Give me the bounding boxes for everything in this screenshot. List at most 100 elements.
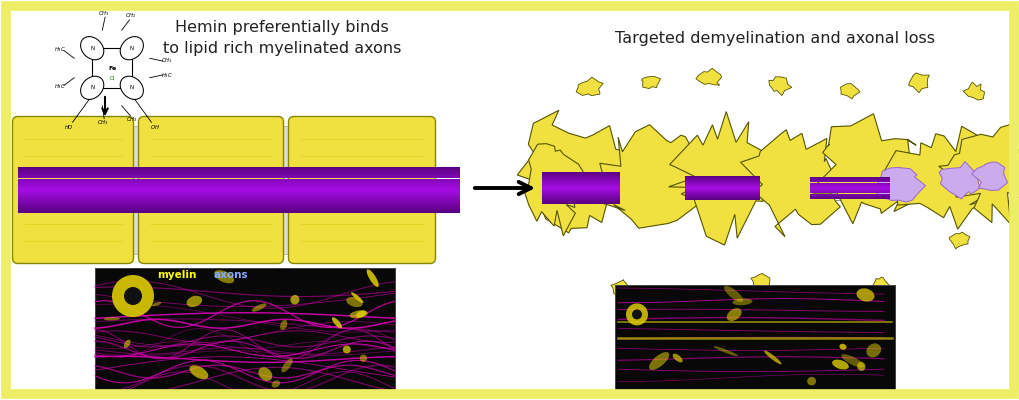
Polygon shape <box>971 162 1007 190</box>
Polygon shape <box>641 76 660 88</box>
Bar <box>541 198 620 199</box>
Ellipse shape <box>214 270 234 283</box>
Text: N: N <box>129 46 133 51</box>
Ellipse shape <box>258 367 272 381</box>
Bar <box>541 188 620 189</box>
Polygon shape <box>840 84 859 99</box>
Bar <box>18 190 460 191</box>
Ellipse shape <box>186 296 202 307</box>
Bar <box>18 206 460 207</box>
Bar <box>18 202 460 203</box>
Ellipse shape <box>280 320 287 330</box>
Text: $H_3C$: $H_3C$ <box>161 72 172 80</box>
Bar <box>541 187 620 188</box>
Bar <box>18 180 460 181</box>
Bar <box>18 203 460 204</box>
Polygon shape <box>740 130 840 237</box>
Bar <box>541 193 620 194</box>
Bar <box>18 200 460 201</box>
Bar <box>18 205 460 206</box>
Text: $OH$: $OH$ <box>150 123 160 131</box>
Bar <box>18 193 460 194</box>
Polygon shape <box>812 114 930 224</box>
Bar <box>541 182 620 183</box>
Bar <box>18 185 460 186</box>
Ellipse shape <box>331 317 341 328</box>
Ellipse shape <box>839 344 846 350</box>
Ellipse shape <box>360 354 367 362</box>
Ellipse shape <box>190 365 208 379</box>
Bar <box>18 171 460 172</box>
Bar <box>541 185 620 186</box>
Text: axons: axons <box>213 270 248 280</box>
Bar <box>18 187 460 188</box>
Text: $CH_2$: $CH_2$ <box>124 12 137 20</box>
Polygon shape <box>610 280 627 296</box>
Bar <box>18 191 460 192</box>
Bar <box>541 197 620 198</box>
Bar <box>541 196 620 197</box>
Circle shape <box>632 310 641 319</box>
Bar <box>18 184 460 185</box>
FancyBboxPatch shape <box>288 116 435 264</box>
Ellipse shape <box>672 354 682 362</box>
Bar <box>614 285 894 390</box>
Bar <box>18 207 460 208</box>
Ellipse shape <box>120 76 144 99</box>
Bar <box>18 211 460 212</box>
Bar <box>18 167 460 168</box>
Ellipse shape <box>271 380 280 388</box>
Bar <box>541 192 620 193</box>
Bar <box>18 208 460 209</box>
Polygon shape <box>938 162 979 199</box>
Polygon shape <box>667 112 772 245</box>
Ellipse shape <box>350 310 368 318</box>
Text: N: N <box>129 85 133 90</box>
Polygon shape <box>585 125 717 228</box>
Polygon shape <box>576 77 602 96</box>
Polygon shape <box>517 110 628 233</box>
Ellipse shape <box>152 302 161 306</box>
Polygon shape <box>517 144 586 236</box>
Bar <box>18 170 460 171</box>
Bar <box>541 177 620 178</box>
Bar <box>541 175 620 176</box>
Ellipse shape <box>81 37 104 60</box>
Bar <box>541 173 620 174</box>
Bar <box>18 177 460 178</box>
Text: $H_3C$: $H_3C$ <box>54 82 66 91</box>
Ellipse shape <box>841 354 863 368</box>
FancyBboxPatch shape <box>12 116 133 264</box>
Bar <box>18 197 460 198</box>
Bar <box>541 201 620 202</box>
Circle shape <box>124 287 142 305</box>
Bar <box>541 181 620 182</box>
Ellipse shape <box>763 350 781 364</box>
Ellipse shape <box>252 303 266 312</box>
Bar <box>18 169 460 170</box>
Ellipse shape <box>856 362 864 371</box>
Bar <box>278 126 293 254</box>
Text: Hemin preferentially binds
to lipid rich myelinated axons: Hemin preferentially binds to lipid rich… <box>163 20 400 56</box>
Ellipse shape <box>104 317 120 320</box>
Bar <box>18 209 460 210</box>
Bar <box>18 199 460 200</box>
Bar <box>18 204 460 205</box>
Ellipse shape <box>120 37 144 60</box>
Bar <box>18 201 460 202</box>
Bar <box>541 180 620 181</box>
Bar <box>541 200 620 201</box>
Ellipse shape <box>732 298 752 305</box>
Bar <box>541 183 620 184</box>
Bar <box>541 186 620 187</box>
Ellipse shape <box>713 346 738 356</box>
Bar <box>18 182 460 183</box>
Bar <box>18 189 460 190</box>
Bar <box>541 172 620 173</box>
Bar <box>541 178 620 179</box>
Polygon shape <box>768 77 791 96</box>
Bar <box>541 190 620 191</box>
Bar <box>18 196 460 197</box>
Text: N: N <box>90 85 94 90</box>
Polygon shape <box>882 126 1005 229</box>
